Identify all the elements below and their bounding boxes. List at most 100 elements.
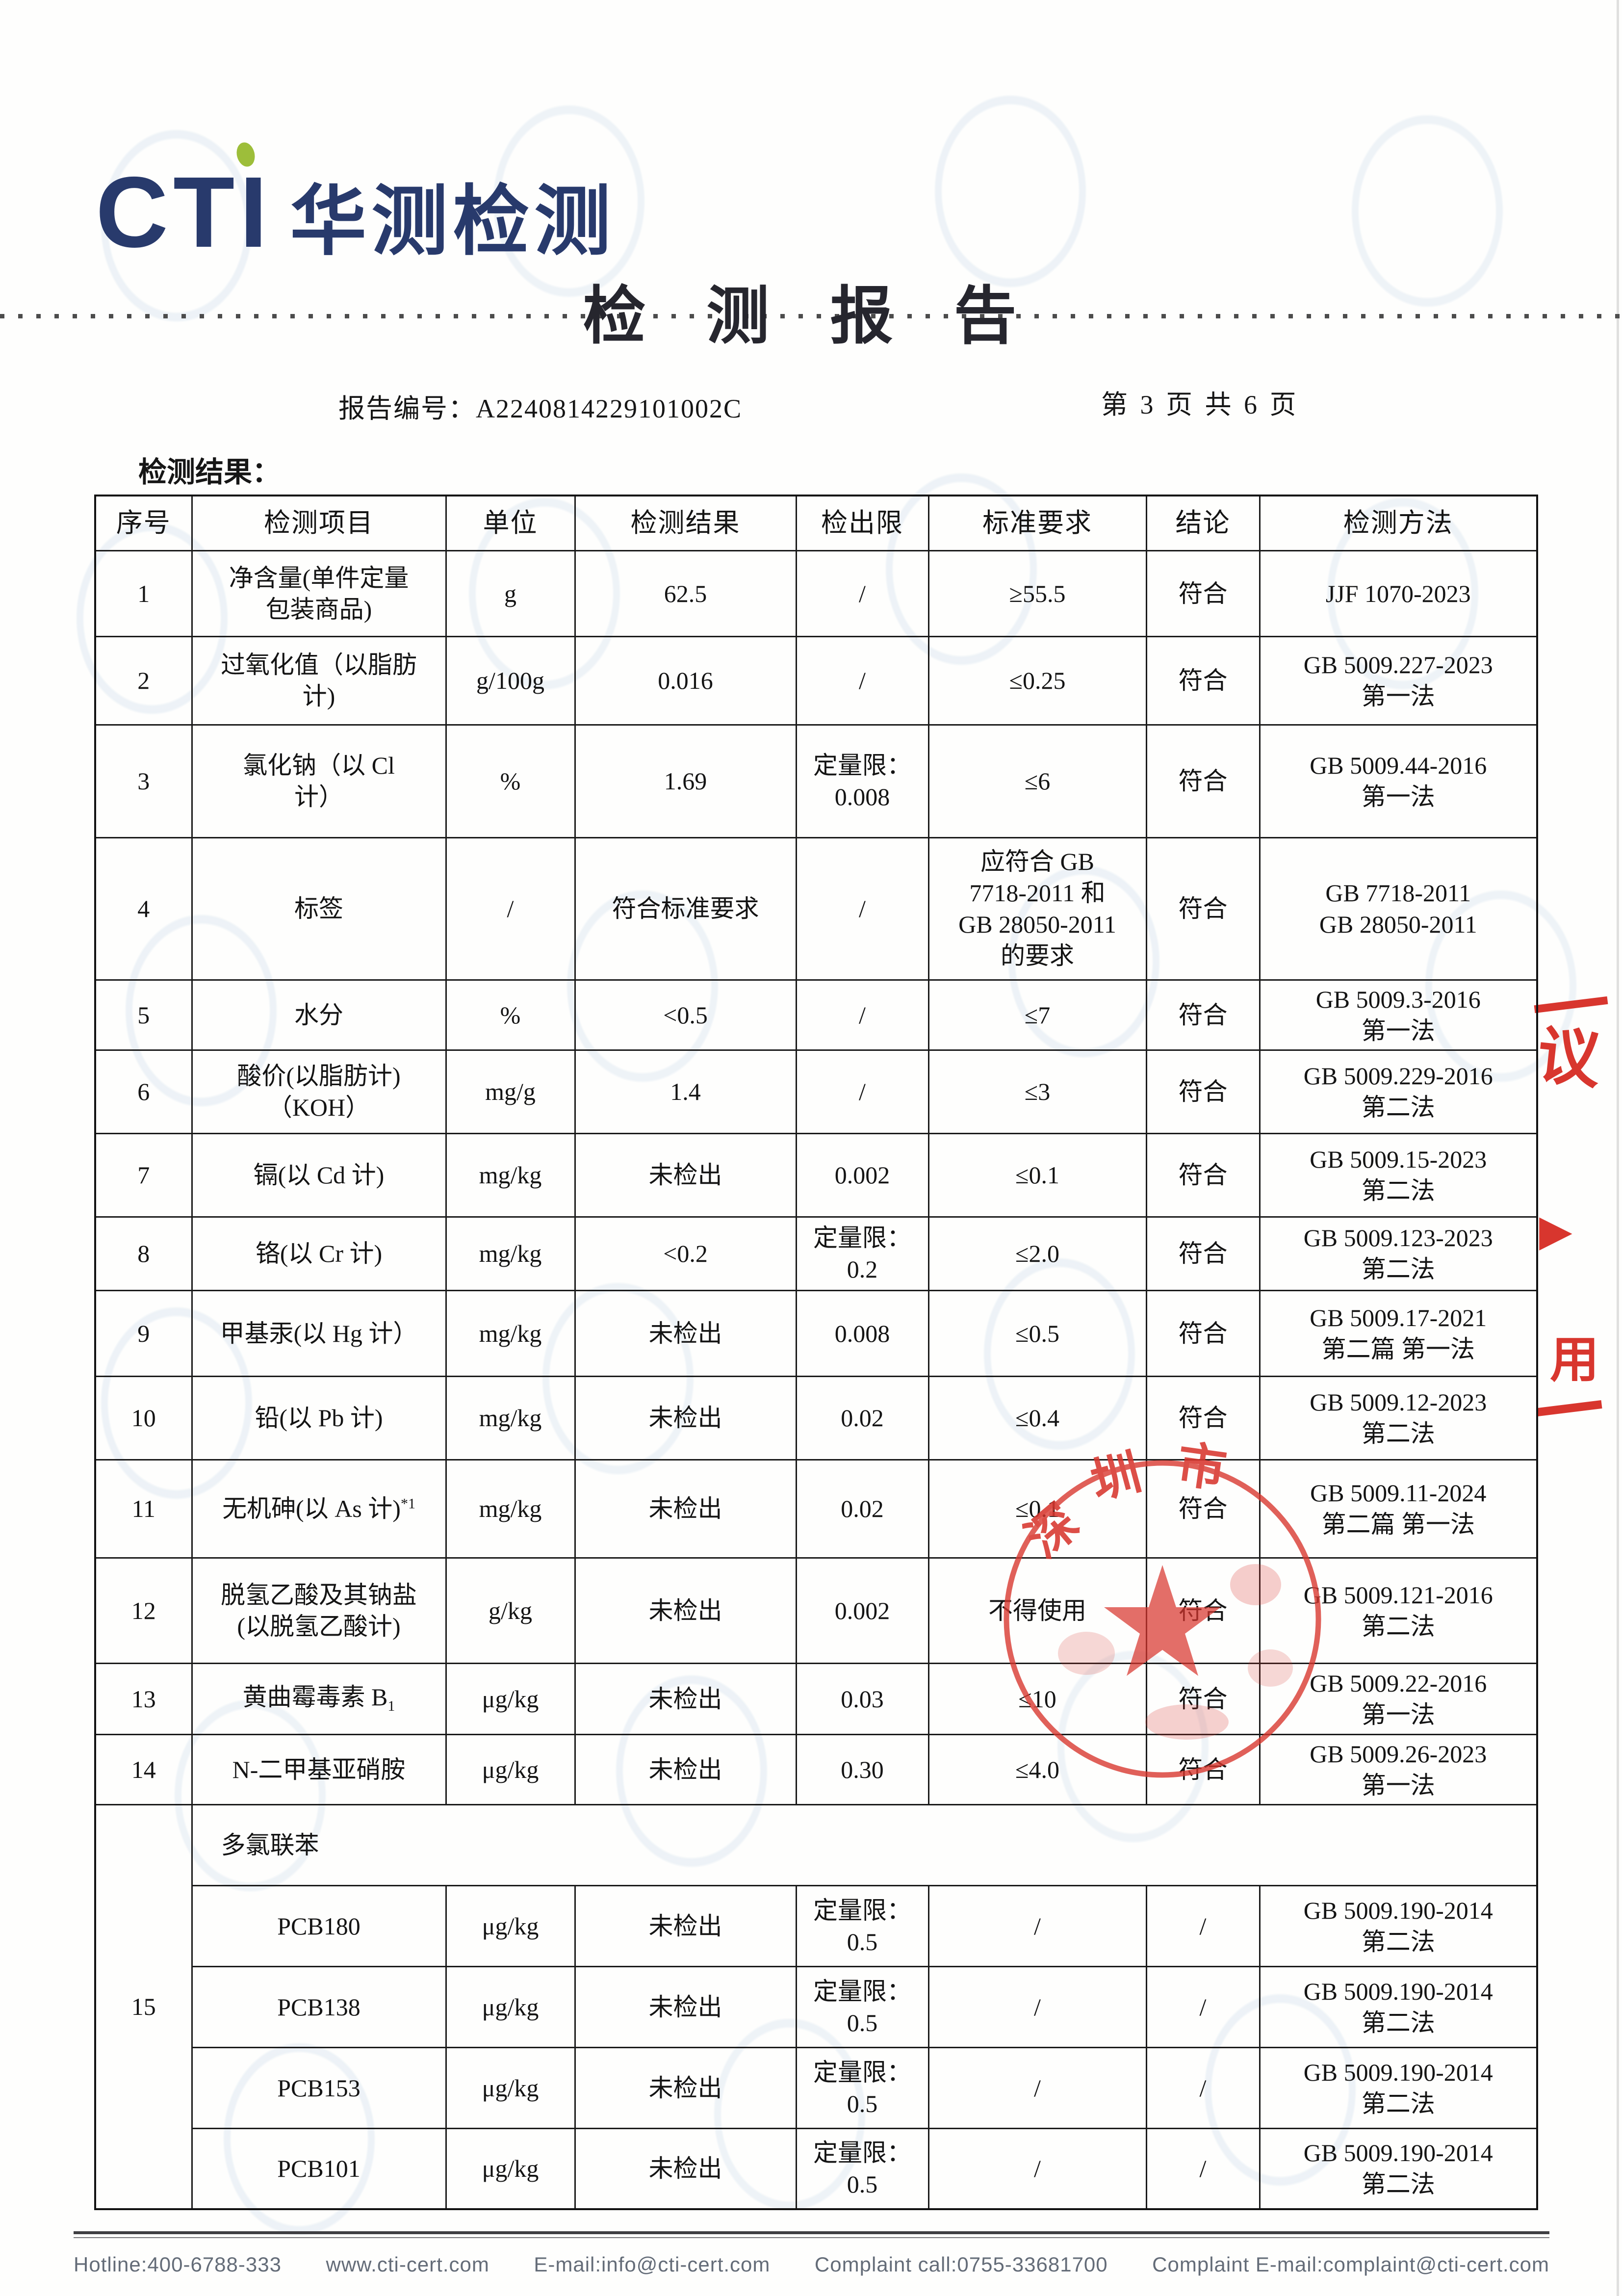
cell-result: 0.016 bbox=[574, 635, 797, 726]
cell-conclusion: 符合 bbox=[1145, 1289, 1261, 1377]
cell-result: 1.69 bbox=[574, 724, 797, 838]
col-header-seq: 序号 bbox=[94, 495, 193, 551]
cell-method: GB 5009.3-2016 第一法 bbox=[1259, 979, 1538, 1051]
cell-method: GB 5009.190-2014 第二法 bbox=[1259, 1884, 1538, 1967]
cell-item: 甲基汞(以 Hg 计） bbox=[191, 1289, 447, 1377]
cell-item: 酸价(以脂肪计) （KOH） bbox=[191, 1049, 447, 1134]
cell-conclusion: / bbox=[1145, 1965, 1261, 2048]
stamp-fragment-1: 议 bbox=[1534, 1020, 1604, 1096]
col-header-method: 检测方法 bbox=[1259, 495, 1538, 551]
cell-unit: g/100g bbox=[445, 635, 576, 726]
cell-method: GB 5009.11-2024 第二篇 第一法 bbox=[1259, 1459, 1538, 1559]
cell-standard: / bbox=[927, 1884, 1147, 1967]
cell-seq: 3 bbox=[94, 724, 193, 838]
cell-conclusion: 符合 bbox=[1145, 1459, 1261, 1559]
cell-conclusion: 符合 bbox=[1145, 549, 1261, 637]
cell-unit: mg/kg bbox=[445, 1216, 576, 1291]
table-row: 8 铬(以 Cr 计) mg/kg <0.2 定量限： 0.2 ≤2.0 符合 GB 5009.… bbox=[94, 1216, 1538, 1291]
cell-unit: μg/kg bbox=[445, 2127, 576, 2210]
table-row: 13 黄曲霉毒素 B1 μg/kg 未检出 0.03 ≤10 符合 GB 5009.22-20… bbox=[94, 1662, 1538, 1735]
table-row: 1 净含量(单件定量 包装商品) g 62.5/≥55.5 符合 JJF 1070-2023 bbox=[94, 549, 1538, 637]
cell-method: GB 5009.44-2016 第一法 bbox=[1259, 724, 1538, 838]
cell-seq: 11 bbox=[94, 1459, 193, 1559]
cell-conclusion: / bbox=[1145, 2127, 1261, 2210]
col-header-unit: 单位 bbox=[445, 495, 576, 551]
table-row: PCB101 μg/kg 未检出 定量限： 0.5// GB 5009.190-2014 第… bbox=[95, 2127, 1538, 2210]
footer-hotline: Hotline:400-6788-333 bbox=[74, 2253, 282, 2276]
results-table-body: 1 净含量(单件定量 包装商品) g 62.5/≥55.5 符合 JJF 1070-2023… bbox=[94, 549, 1538, 2210]
cell-item: N-二甲基亚硝胺 bbox=[191, 1733, 447, 1805]
cell-method: GB 5009.26-2023 第一法 bbox=[1259, 1733, 1538, 1805]
cell-unit: % bbox=[445, 724, 576, 838]
cell-method: JJF 1070-2023 bbox=[1259, 549, 1538, 637]
cell-standard: ≤7 bbox=[927, 979, 1147, 1051]
results-table-wrap: 序号 检测项目 单位 检测结果 检出限 标准要求 结论 检测方法 1 净含量(单件… bbox=[94, 495, 1538, 2210]
stamp-fragment-3: 用 bbox=[1550, 1333, 1599, 1387]
cell-result: 未检出 bbox=[574, 1662, 797, 1735]
table-row: 10 铅(以 Pb 计) mg/kg 未检出 0.02 ≤0.4 符合 GB 5009.12-… bbox=[94, 1375, 1538, 1461]
dotted-divider bbox=[0, 314, 1622, 318]
cell-method: GB 5009.227-2023 第一法 bbox=[1259, 635, 1538, 726]
page-indicator: 第 3 页 共 6 页 bbox=[1101, 390, 1299, 419]
cell-result: 未检出 bbox=[574, 1557, 797, 1664]
cell-detection-limit: / bbox=[795, 1049, 929, 1134]
cell-conclusion: 符合 bbox=[1145, 1216, 1261, 1291]
scan-page-edge bbox=[1617, 0, 1619, 2296]
cell-method: GB 5009.121-2016 第二法 bbox=[1259, 1557, 1538, 1664]
report-title: 检 测 报 告 bbox=[583, 282, 1039, 351]
stamp-fragment-2: ▶ bbox=[1539, 1207, 1572, 1255]
col-header-result: 检测结果 bbox=[574, 495, 797, 551]
cell-result: 未检出 bbox=[574, 1459, 797, 1559]
cell-method: GB 5009.12-2023 第二法 bbox=[1259, 1375, 1538, 1461]
cell-method: GB 5009.190-2014 第二法 bbox=[1259, 2127, 1538, 2210]
cell-standard: ≤2.0 bbox=[927, 1216, 1147, 1291]
cell-standard: 不得使用 bbox=[927, 1557, 1147, 1664]
cti-logo: CTI 华测检测 bbox=[96, 140, 616, 262]
cell-seq: 7 bbox=[94, 1132, 193, 1218]
table-row: 7 镉(以 Cd 计) mg/kg 未检出 0.002 ≤0.1 符合 GB 5009.15-… bbox=[94, 1132, 1538, 1218]
cell-conclusion: / bbox=[1145, 2046, 1261, 2129]
footer: Hotline:400-6788-333 www.cti-cert.com E-… bbox=[74, 2253, 1549, 2276]
cell-detection-limit: 0.002 bbox=[795, 1132, 929, 1218]
cell-standard: ≤3 bbox=[927, 1049, 1147, 1134]
col-header-standard: 标准要求 bbox=[927, 495, 1147, 551]
table-row: 5 水分% <0.5/≤7 符合 GB 5009.3-2016 第一法 bbox=[94, 979, 1538, 1051]
footer-website: www.cti-cert.com bbox=[326, 2253, 489, 2276]
cell-conclusion: 符合 bbox=[1145, 836, 1261, 981]
cell-detection-limit: 定量限： 0.5 bbox=[795, 1884, 929, 1967]
table-row: 11 无机砷(以 As 计)*1 mg/kg 未检出 0.02 ≤0.1 符合 GB 5009… bbox=[94, 1459, 1538, 1559]
cell-item: PCB153 bbox=[191, 2046, 447, 2129]
cell-result: 未检出 bbox=[574, 2127, 797, 2210]
cell-standard: ≤6 bbox=[927, 724, 1147, 838]
results-table: 序号 检测项目 单位 检测结果 检出限 标准要求 结论 检测方法 1 净含量(单件… bbox=[94, 495, 1538, 2210]
cell-unit: mg/kg bbox=[445, 1375, 576, 1461]
cell-conclusion: 符合 bbox=[1145, 1132, 1261, 1218]
cell-standard: ≤4.0 bbox=[927, 1733, 1147, 1805]
cell-detection-limit: 定量限： 0.5 bbox=[795, 2046, 929, 2129]
table-row: 4 标签 / 符合标准要求 / 应符合 GB 7718-2011 和 GB 28050-201… bbox=[94, 836, 1538, 981]
cell-result: 未检出 bbox=[574, 1965, 797, 2048]
report-number-label: 报告编号： bbox=[338, 394, 476, 423]
cell-unit: μg/kg bbox=[445, 1965, 576, 2048]
cell-result: 符合标准要求 bbox=[574, 836, 797, 981]
cell-item: 脱氢乙酸及其钠盐 (以脱氢乙酸计) bbox=[191, 1557, 447, 1664]
cti-logo-text: CTI bbox=[96, 140, 272, 262]
cell-result: 未检出 bbox=[574, 1132, 797, 1218]
cell-seq: 15 bbox=[94, 1803, 193, 2210]
table-row-group-header: 15 多氯联苯 bbox=[94, 1803, 1538, 2210]
cell-item: 过氧化值（以脂肪 计) bbox=[191, 635, 447, 726]
cell-item: 标签 bbox=[191, 836, 447, 981]
cell-method: GB 5009.229-2016 第二法 bbox=[1259, 1049, 1538, 1134]
cell-result: 1.4 bbox=[574, 1049, 797, 1134]
cell-method: GB 5009.22-2016 第一法 bbox=[1259, 1662, 1538, 1735]
cell-standard: / bbox=[927, 2127, 1147, 2210]
cell-detection-limit: 0.30 bbox=[795, 1733, 929, 1805]
cell-seq: 14 bbox=[94, 1733, 193, 1805]
cell-method: GB 5009.190-2014 第二法 bbox=[1259, 1965, 1538, 2048]
table-row: 14 N-二甲基亚硝胺 μg/kg 未检出 0.30 ≤4.0 符合 GB 5009.26-2… bbox=[94, 1733, 1538, 1805]
footer-email: E-mail:info@cti-cert.com bbox=[534, 2253, 771, 2276]
report-number-value: A2240814229101002C bbox=[476, 394, 743, 423]
cell-item: 氯化钠（以 Cl 计） bbox=[191, 724, 447, 838]
cell-group-label: 多氯联苯 bbox=[191, 1803, 1538, 1886]
cell-detection-limit: 0.002 bbox=[795, 1557, 929, 1664]
